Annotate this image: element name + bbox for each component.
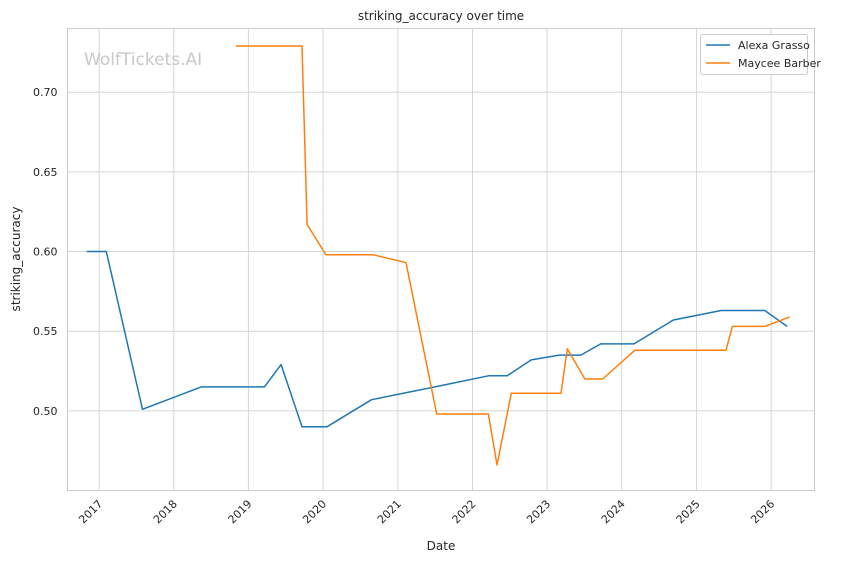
- plot-area: [67, 28, 815, 491]
- series-line-alexa-grasso: [86, 250, 788, 428]
- watermark-text: WolfTickets.AI: [84, 50, 202, 70]
- tick-labels: 0.50 0.55 0.60 0.65 0.70 2017 2018 2019 2020 2021…: [33, 86, 777, 526]
- series-lines: [86, 45, 790, 466]
- x-tick-label: 2023: [524, 497, 553, 526]
- chart-title: striking_accuracy over time: [358, 9, 524, 23]
- x-axis-title: Date: [427, 539, 456, 553]
- y-axis-title: striking_accuracy: [9, 207, 23, 312]
- series-line-maycee-barber: [236, 45, 790, 466]
- grid: [67, 28, 815, 491]
- x-tick-label: 2026: [748, 497, 777, 526]
- y-tick-label: 0.55: [33, 325, 58, 338]
- x-tick-label: 2021: [375, 497, 404, 526]
- y-tick-label: 0.65: [33, 166, 58, 179]
- legend-label-alexa-grasso: Alexa Grasso: [738, 39, 810, 52]
- x-tick-label: 2024: [599, 497, 628, 526]
- x-tick-label: 2020: [300, 497, 329, 526]
- x-tick-label: 2018: [151, 497, 180, 526]
- x-tick-label: 2019: [226, 497, 255, 526]
- x-tick-label: 2017: [76, 497, 105, 526]
- legend: Alexa Grasso Maycee Barber: [700, 34, 821, 75]
- x-tick-label: 2025: [674, 497, 703, 526]
- y-tick-label: 0.60: [33, 246, 58, 259]
- legend-label-maycee-barber: Maycee Barber: [738, 57, 821, 70]
- y-tick-label: 0.50: [33, 405, 58, 418]
- x-tick-label: 2022: [450, 497, 479, 526]
- y-tick-label: 0.70: [33, 86, 58, 99]
